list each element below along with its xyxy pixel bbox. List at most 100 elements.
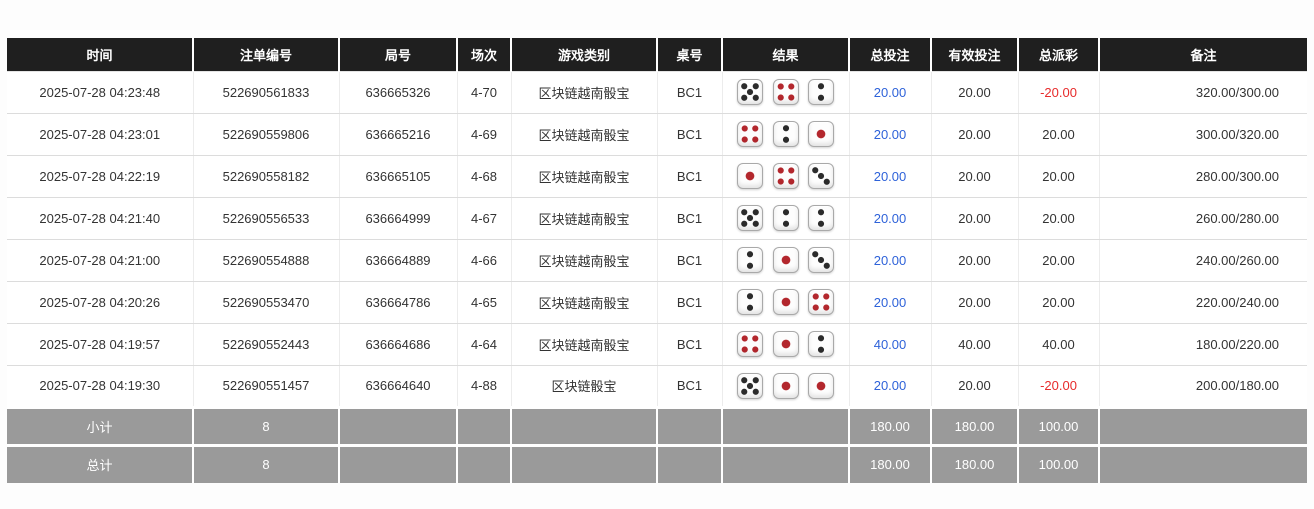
table-row: 2025-07-28 04:23:48 522690561833 6366653… bbox=[7, 70, 1307, 114]
subtotal-valid-bet: 180.00 bbox=[931, 405, 1019, 445]
empty-cell bbox=[339, 405, 458, 445]
valid-bet-cell: 20.00 bbox=[931, 155, 1019, 198]
round-id-cell: 636664999 bbox=[339, 197, 458, 240]
session-cell: 4-70 bbox=[457, 70, 512, 114]
session-cell: 4-67 bbox=[457, 197, 512, 240]
remark-cell: 240.00/260.00 bbox=[1099, 239, 1307, 282]
game-type-cell: 区块链越南骰宝 bbox=[511, 281, 658, 324]
die-icon bbox=[808, 121, 835, 147]
round-id-cell: 636665105 bbox=[339, 155, 458, 198]
round-id-cell: 636665326 bbox=[339, 70, 458, 114]
table-row: 2025-07-28 04:21:40 522690556533 6366649… bbox=[7, 197, 1307, 240]
col-header-session: 场次 bbox=[457, 38, 512, 71]
empty-cell bbox=[1099, 405, 1307, 445]
result-cell bbox=[722, 113, 850, 156]
time-cell: 2025-07-28 04:21:40 bbox=[7, 197, 194, 240]
total-bet-cell: 20.00 bbox=[849, 113, 932, 156]
result-cell bbox=[722, 70, 850, 114]
session-cell: 4-65 bbox=[457, 281, 512, 324]
game-type-cell: 区块链越南骰宝 bbox=[511, 70, 658, 114]
result-cell bbox=[722, 323, 850, 366]
table-header: 时间 注单编号 局号 场次 游戏类别 桌号 结果 总投注 有效投注 总派彩 备注 bbox=[7, 38, 1307, 71]
die-icon bbox=[772, 121, 799, 147]
die-icon bbox=[772, 331, 799, 357]
game-type-cell: 区块链越南骰宝 bbox=[511, 155, 658, 198]
round-id-cell: 636664640 bbox=[339, 365, 458, 408]
header-row: 时间 注单编号 局号 场次 游戏类别 桌号 结果 总投注 有效投注 总派彩 备注 bbox=[7, 38, 1307, 71]
total-row: 总计 8 180.00 180.00 100.00 bbox=[7, 443, 1307, 483]
remark-cell: 180.00/220.00 bbox=[1099, 323, 1307, 366]
table-row: 2025-07-28 04:22:19 522690558182 6366651… bbox=[7, 155, 1307, 198]
remark-cell: 260.00/280.00 bbox=[1099, 197, 1307, 240]
round-id-cell: 636664686 bbox=[339, 323, 458, 366]
col-header-total-bet: 总投注 bbox=[849, 38, 932, 71]
result-cell bbox=[722, 197, 850, 240]
die-icon bbox=[772, 205, 799, 231]
result-cell bbox=[722, 365, 850, 408]
table-no-cell: BC1 bbox=[657, 113, 723, 156]
bet-id-cell: 522690553470 bbox=[193, 281, 340, 324]
col-header-table-no: 桌号 bbox=[657, 38, 723, 71]
total-bet-cell: 20.00 bbox=[849, 197, 932, 240]
payout-cell: 20.00 bbox=[1018, 155, 1100, 198]
total-label: 总计 bbox=[7, 443, 194, 483]
result-cell bbox=[722, 239, 850, 282]
subtotal-count: 8 bbox=[193, 405, 340, 445]
table-no-cell: BC1 bbox=[657, 323, 723, 366]
table-no-cell: BC1 bbox=[657, 365, 723, 408]
col-header-valid-bet: 有效投注 bbox=[931, 38, 1019, 71]
bet-id-cell: 522690559806 bbox=[193, 113, 340, 156]
die-icon bbox=[736, 247, 763, 273]
game-type-cell: 区块链骰宝 bbox=[511, 365, 658, 408]
total-bet-cell: 20.00 bbox=[849, 365, 932, 408]
table-row: 2025-07-28 04:19:30 522690551457 6366646… bbox=[7, 365, 1307, 408]
subtotal-label: 小计 bbox=[7, 405, 194, 445]
valid-bet-cell: 20.00 bbox=[931, 113, 1019, 156]
table-no-cell: BC1 bbox=[657, 70, 723, 114]
die-icon bbox=[736, 79, 763, 105]
session-cell: 4-69 bbox=[457, 113, 512, 156]
table-body: 2025-07-28 04:23:48 522690561833 6366653… bbox=[7, 70, 1307, 408]
die-icon bbox=[808, 372, 835, 399]
round-id-cell: 636664786 bbox=[339, 281, 458, 324]
die-icon bbox=[808, 205, 835, 231]
empty-cell bbox=[722, 405, 850, 445]
col-header-time: 时间 bbox=[7, 38, 194, 71]
valid-bet-cell: 20.00 bbox=[931, 281, 1019, 324]
die-icon bbox=[736, 163, 763, 189]
table-no-cell: BC1 bbox=[657, 281, 723, 324]
payout-cell: 20.00 bbox=[1018, 197, 1100, 240]
total-bet-cell: 20.00 bbox=[849, 239, 932, 282]
bet-id-cell: 522690552443 bbox=[193, 323, 340, 366]
empty-cell bbox=[511, 443, 658, 483]
valid-bet-cell: 20.00 bbox=[931, 365, 1019, 408]
game-type-cell: 区块链越南骰宝 bbox=[511, 323, 658, 366]
time-cell: 2025-07-28 04:22:19 bbox=[7, 155, 194, 198]
result-cell bbox=[722, 281, 850, 324]
bet-id-cell: 522690561833 bbox=[193, 70, 340, 114]
empty-cell bbox=[657, 443, 723, 483]
col-header-remark: 备注 bbox=[1099, 38, 1307, 71]
game-type-cell: 区块链越南骰宝 bbox=[511, 197, 658, 240]
empty-cell bbox=[457, 443, 512, 483]
time-cell: 2025-07-28 04:19:57 bbox=[7, 323, 194, 366]
empty-cell bbox=[457, 405, 512, 445]
die-icon bbox=[772, 247, 799, 273]
die-icon bbox=[736, 331, 763, 357]
payout-cell: 20.00 bbox=[1018, 113, 1100, 156]
die-icon bbox=[808, 79, 835, 105]
session-cell: 4-88 bbox=[457, 365, 512, 408]
page: 时间 注单编号 局号 场次 游戏类别 桌号 结果 总投注 有效投注 总派彩 备注… bbox=[7, 38, 1307, 483]
time-cell: 2025-07-28 04:19:30 bbox=[7, 365, 194, 408]
bet-id-cell: 522690558182 bbox=[193, 155, 340, 198]
col-header-game-type: 游戏类别 bbox=[511, 38, 658, 71]
game-type-cell: 区块链越南骰宝 bbox=[511, 239, 658, 282]
die-icon bbox=[736, 121, 763, 147]
remark-cell: 320.00/300.00 bbox=[1099, 70, 1307, 114]
payout-cell: -20.00 bbox=[1018, 70, 1100, 114]
col-header-result: 结果 bbox=[722, 38, 850, 71]
bet-id-cell: 522690551457 bbox=[193, 365, 340, 408]
die-icon bbox=[808, 247, 835, 273]
table-row: 2025-07-28 04:21:00 522690554888 6366648… bbox=[7, 239, 1307, 282]
round-id-cell: 636664889 bbox=[339, 239, 458, 282]
